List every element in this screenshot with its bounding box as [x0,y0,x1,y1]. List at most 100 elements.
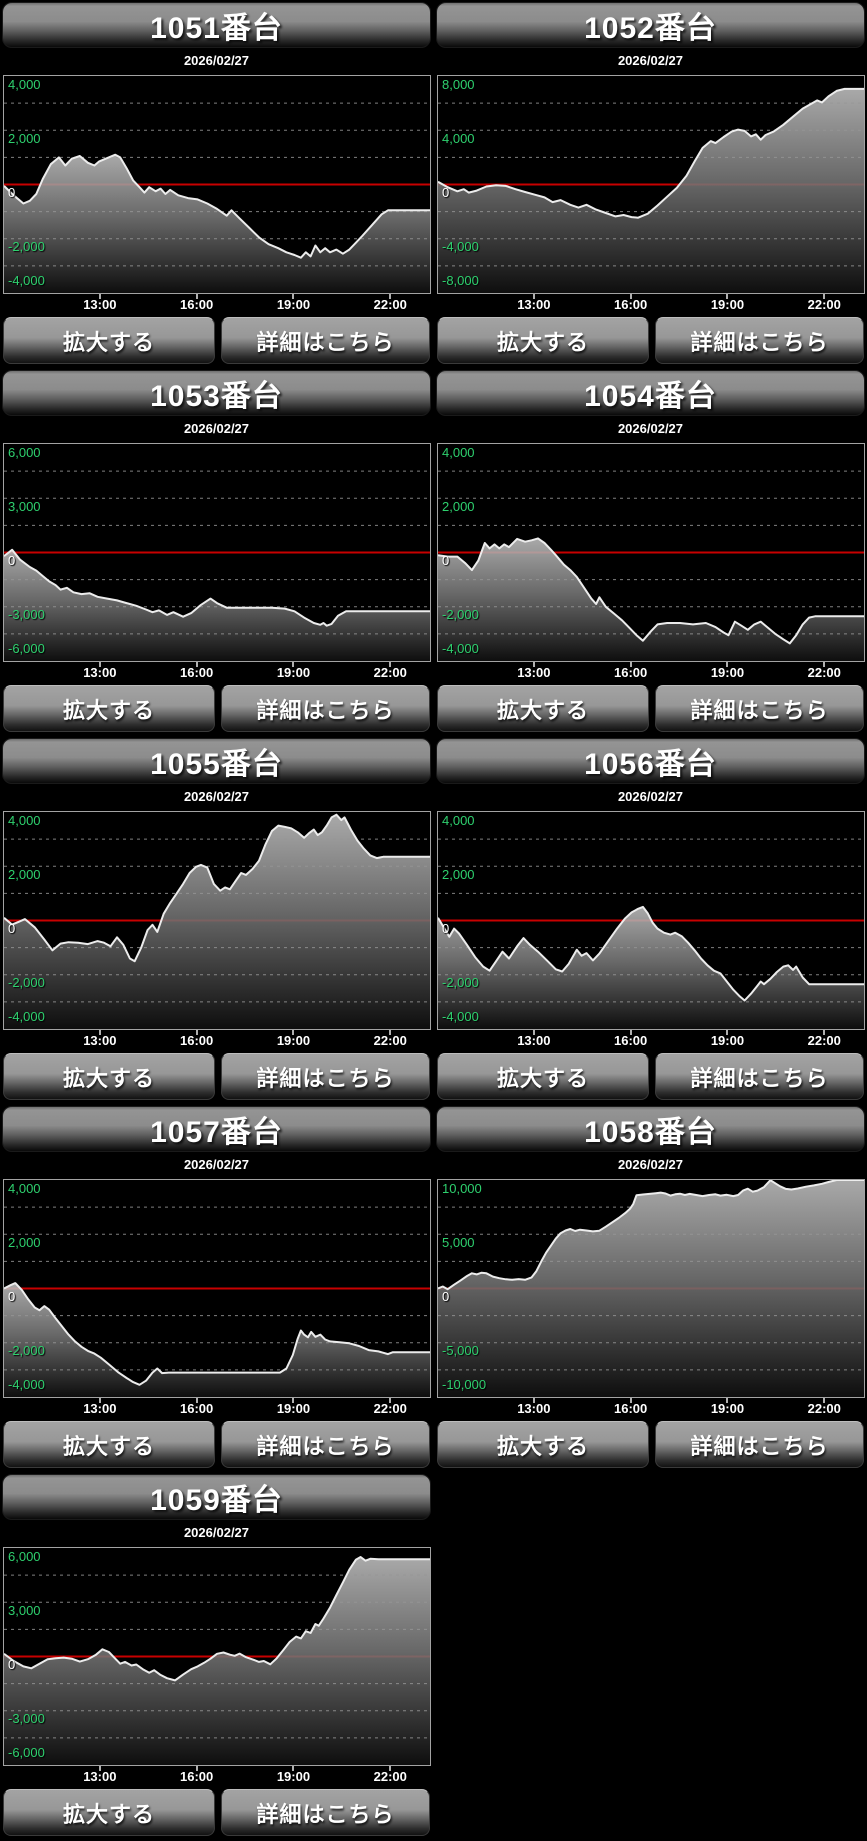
y-tick-label: 2,000 [442,499,475,514]
x-tick-label: 19:00 [710,1033,745,1048]
machine-title-bar: 1056番台 [436,738,865,784]
chart-date: 2026/02/27 [617,1157,684,1172]
x-axis-tick [98,1398,101,1403]
y-tick-label: -4,000 [8,1009,45,1024]
enlarge-button[interactable]: 拡大する [437,1053,649,1100]
x-tick-label: 19:00 [276,665,311,680]
x-axis-tick [98,1030,101,1035]
y-tick-label: -8,000 [442,273,479,288]
machine-panel: 1054番台 2026/02/27 4,000 2,000 0 -2,000 -… [434,368,867,736]
details-button[interactable]: 詳細はこちら [221,317,430,364]
x-axis-tick [292,1030,295,1035]
machine-title-bar: 1057番台 [2,1106,431,1152]
machine-title-bar: 1058番台 [436,1106,865,1152]
machine-panel: 1051番台 2026/02/27 4,000 2,000 0 -2,000 -… [0,0,433,368]
y-tick-label: -2,000 [8,975,45,990]
enlarge-button[interactable]: 拡大する [437,685,649,732]
x-tick-label: 16:00 [180,1769,214,1784]
area-chart-svg [438,444,864,661]
enlarge-button-label: 拡大する [62,1065,155,1091]
y-tick-label: -2,000 [442,607,479,622]
x-axis-tick [292,662,295,667]
x-axis-tick [292,294,295,299]
details-button-label: 詳細はこちら [690,697,829,723]
enlarge-button[interactable]: 拡大する [437,1421,649,1468]
x-axis-tick [726,294,729,299]
y-tick-label: -4,000 [8,273,45,288]
date-row: 2026/02/27 [434,788,867,806]
details-button-label: 詳細はこちら [256,1065,395,1091]
x-tick-label: 13:00 [517,1033,551,1048]
x-axis-tick [389,1766,392,1771]
y-tick-label-zero: 0 [442,921,450,936]
details-button-label: 詳細はこちら [256,1801,395,1827]
machine-panel: 1059番台 2026/02/27 6,000 3,000 0 -3,000 -… [0,1472,433,1840]
area-chart-svg [4,76,430,293]
enlarge-button[interactable]: 拡大する [3,317,215,364]
area-chart-svg [4,812,430,1029]
enlarge-button[interactable]: 拡大する [437,317,649,364]
date-row: 2026/02/27 [0,420,433,438]
y-tick-label: -3,000 [8,607,45,622]
area-fill [4,1283,430,1397]
area-chart-plot: 8,000 4,000 0 -4,000 -8,000 [437,75,865,294]
x-tick-label: 16:00 [180,297,214,312]
x-tick-label: 13:00 [83,665,117,680]
details-button[interactable]: 詳細はこちら [221,685,430,732]
area-chart-plot: 4,000 2,000 0 -2,000 -4,000 [437,443,865,662]
details-button[interactable]: 詳細はこちら [655,685,864,732]
area-fill [438,538,864,661]
enlarge-button[interactable]: 拡大する [3,1421,215,1468]
x-tick-label: 22:00 [807,297,841,312]
y-tick-label: 8,000 [442,77,475,92]
y-tick-label: -4,000 [8,1377,45,1392]
enlarge-button-label: 拡大する [62,329,155,355]
x-axis-tick [823,662,826,667]
x-tick-label: 19:00 [710,665,745,680]
details-button[interactable]: 詳細はこちら [655,1421,864,1468]
details-button[interactable]: 詳細はこちら [655,1053,864,1100]
y-tick-label: 10,000 [442,1181,482,1196]
x-axis-tick [532,294,535,299]
enlarge-button-label: 拡大する [62,697,155,723]
x-axis-tick [98,662,101,667]
area-chart-plot: 6,000 3,000 0 -3,000 -6,000 [3,1547,431,1766]
enlarge-button[interactable]: 拡大する [3,685,215,732]
x-tick-label: 19:00 [276,1033,311,1048]
area-fill [4,549,430,661]
x-axis-tick [726,662,729,667]
machine-panel: 1058番台 2026/02/27 10,000 5,000 0 -5,000 … [434,1104,867,1472]
details-button[interactable]: 詳細はこちら [655,317,864,364]
y-tick-label: 2,000 [8,867,41,882]
date-row: 2026/02/27 [434,52,867,70]
y-tick-label: -6,000 [8,641,45,656]
y-tick-label-zero: 0 [442,553,450,568]
chart-date: 2026/02/27 [183,53,250,68]
machine-panel: 1057番台 2026/02/27 4,000 2,000 0 -2,000 -… [0,1104,433,1472]
enlarge-button[interactable]: 拡大する [3,1789,215,1836]
date-row: 2026/02/27 [434,420,867,438]
x-axis-tick [195,662,198,667]
y-tick-label: 4,000 [442,131,475,146]
area-chart-svg [4,1180,430,1397]
enlarge-button-label: 拡大する [496,1433,589,1459]
y-tick-label: -10,000 [442,1377,487,1392]
x-axis-tick [98,294,101,299]
x-axis-tick [823,294,826,299]
y-tick-label: 3,000 [8,499,41,514]
x-tick-label: 19:00 [710,1401,745,1416]
y-tick-label: -3,000 [8,1711,45,1726]
machine-panel: 1052番台 2026/02/27 8,000 4,000 0 -4,000 -… [434,0,867,368]
chart-date: 2026/02/27 [183,1157,250,1172]
details-button[interactable]: 詳細はこちら [221,1789,430,1836]
x-tick-label: 16:00 [180,1033,214,1048]
enlarge-button[interactable]: 拡大する [3,1053,215,1100]
details-button[interactable]: 詳細はこちら [221,1421,430,1468]
profit-curve [438,1180,864,1291]
date-row: 2026/02/27 [0,1524,433,1542]
y-tick-label: 4,000 [442,813,475,828]
x-axis-tick [629,294,632,299]
details-button[interactable]: 詳細はこちら [221,1053,430,1100]
x-axis-tick [389,294,392,299]
chart-date: 2026/02/27 [617,421,684,436]
